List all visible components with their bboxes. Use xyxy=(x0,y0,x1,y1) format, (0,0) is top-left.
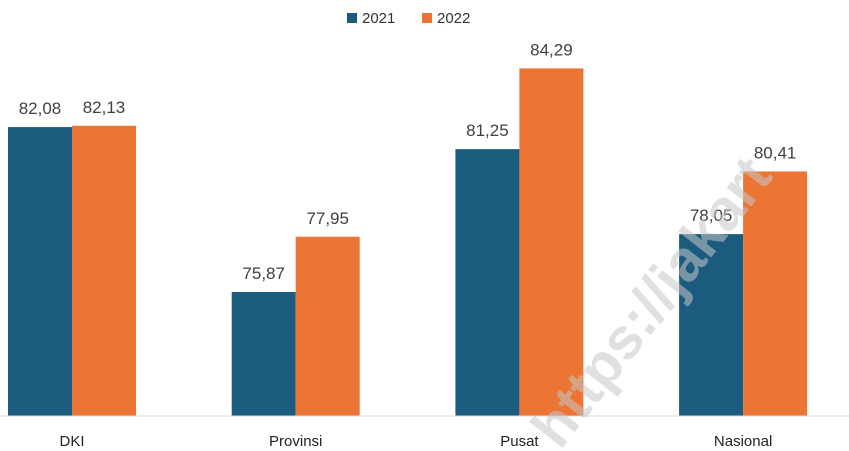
bar-provinsi-2021 xyxy=(231,291,296,416)
data-label-pusat-2022: 84,29 xyxy=(530,40,573,59)
data-label-provinsi-2022: 77,95 xyxy=(306,209,349,228)
bar-nasional-2022 xyxy=(743,171,808,416)
legend-swatch-2021 xyxy=(347,13,357,23)
legend: 2021 2022 xyxy=(347,10,470,27)
data-label-nasional-2021: 78,05 xyxy=(690,206,733,225)
x-tick-label-provinsi: Provinsi xyxy=(269,433,322,450)
x-tick-label-pusat: Pusat xyxy=(500,433,539,450)
x-tick-label-nasional: Nasional xyxy=(714,433,772,450)
data-label-nasional-2022: 80,41 xyxy=(754,143,797,162)
bar-dki-2022 xyxy=(72,125,136,416)
value-labels-group: 82,08 82,13 75,87 77,95 81,25 84,29 78,05 80,41 xyxy=(19,40,797,283)
x-tick-label-dki: DKI xyxy=(59,433,84,450)
data-label-provinsi-2021: 75,87 xyxy=(242,264,285,283)
x-axis-tick-labels: DKI Provinsi Pusat Nasional xyxy=(59,433,772,450)
data-label-dki-2022: 82,13 xyxy=(83,98,126,117)
data-label-dki-2021: 82,08 xyxy=(19,99,62,118)
legend-swatch-2022 xyxy=(422,13,432,23)
legend-label-2022: 2022 xyxy=(437,10,470,27)
data-label-pusat-2021: 81,25 xyxy=(466,121,509,140)
bar-dki-2021 xyxy=(8,127,72,416)
bar-pusat-2021 xyxy=(455,149,520,416)
bar-nasional-2021 xyxy=(679,234,744,416)
legend-label-2021: 2021 xyxy=(362,10,395,27)
bar-provinsi-2022 xyxy=(295,236,360,416)
bars-group xyxy=(8,68,808,416)
bar-pusat-2022 xyxy=(519,68,584,416)
